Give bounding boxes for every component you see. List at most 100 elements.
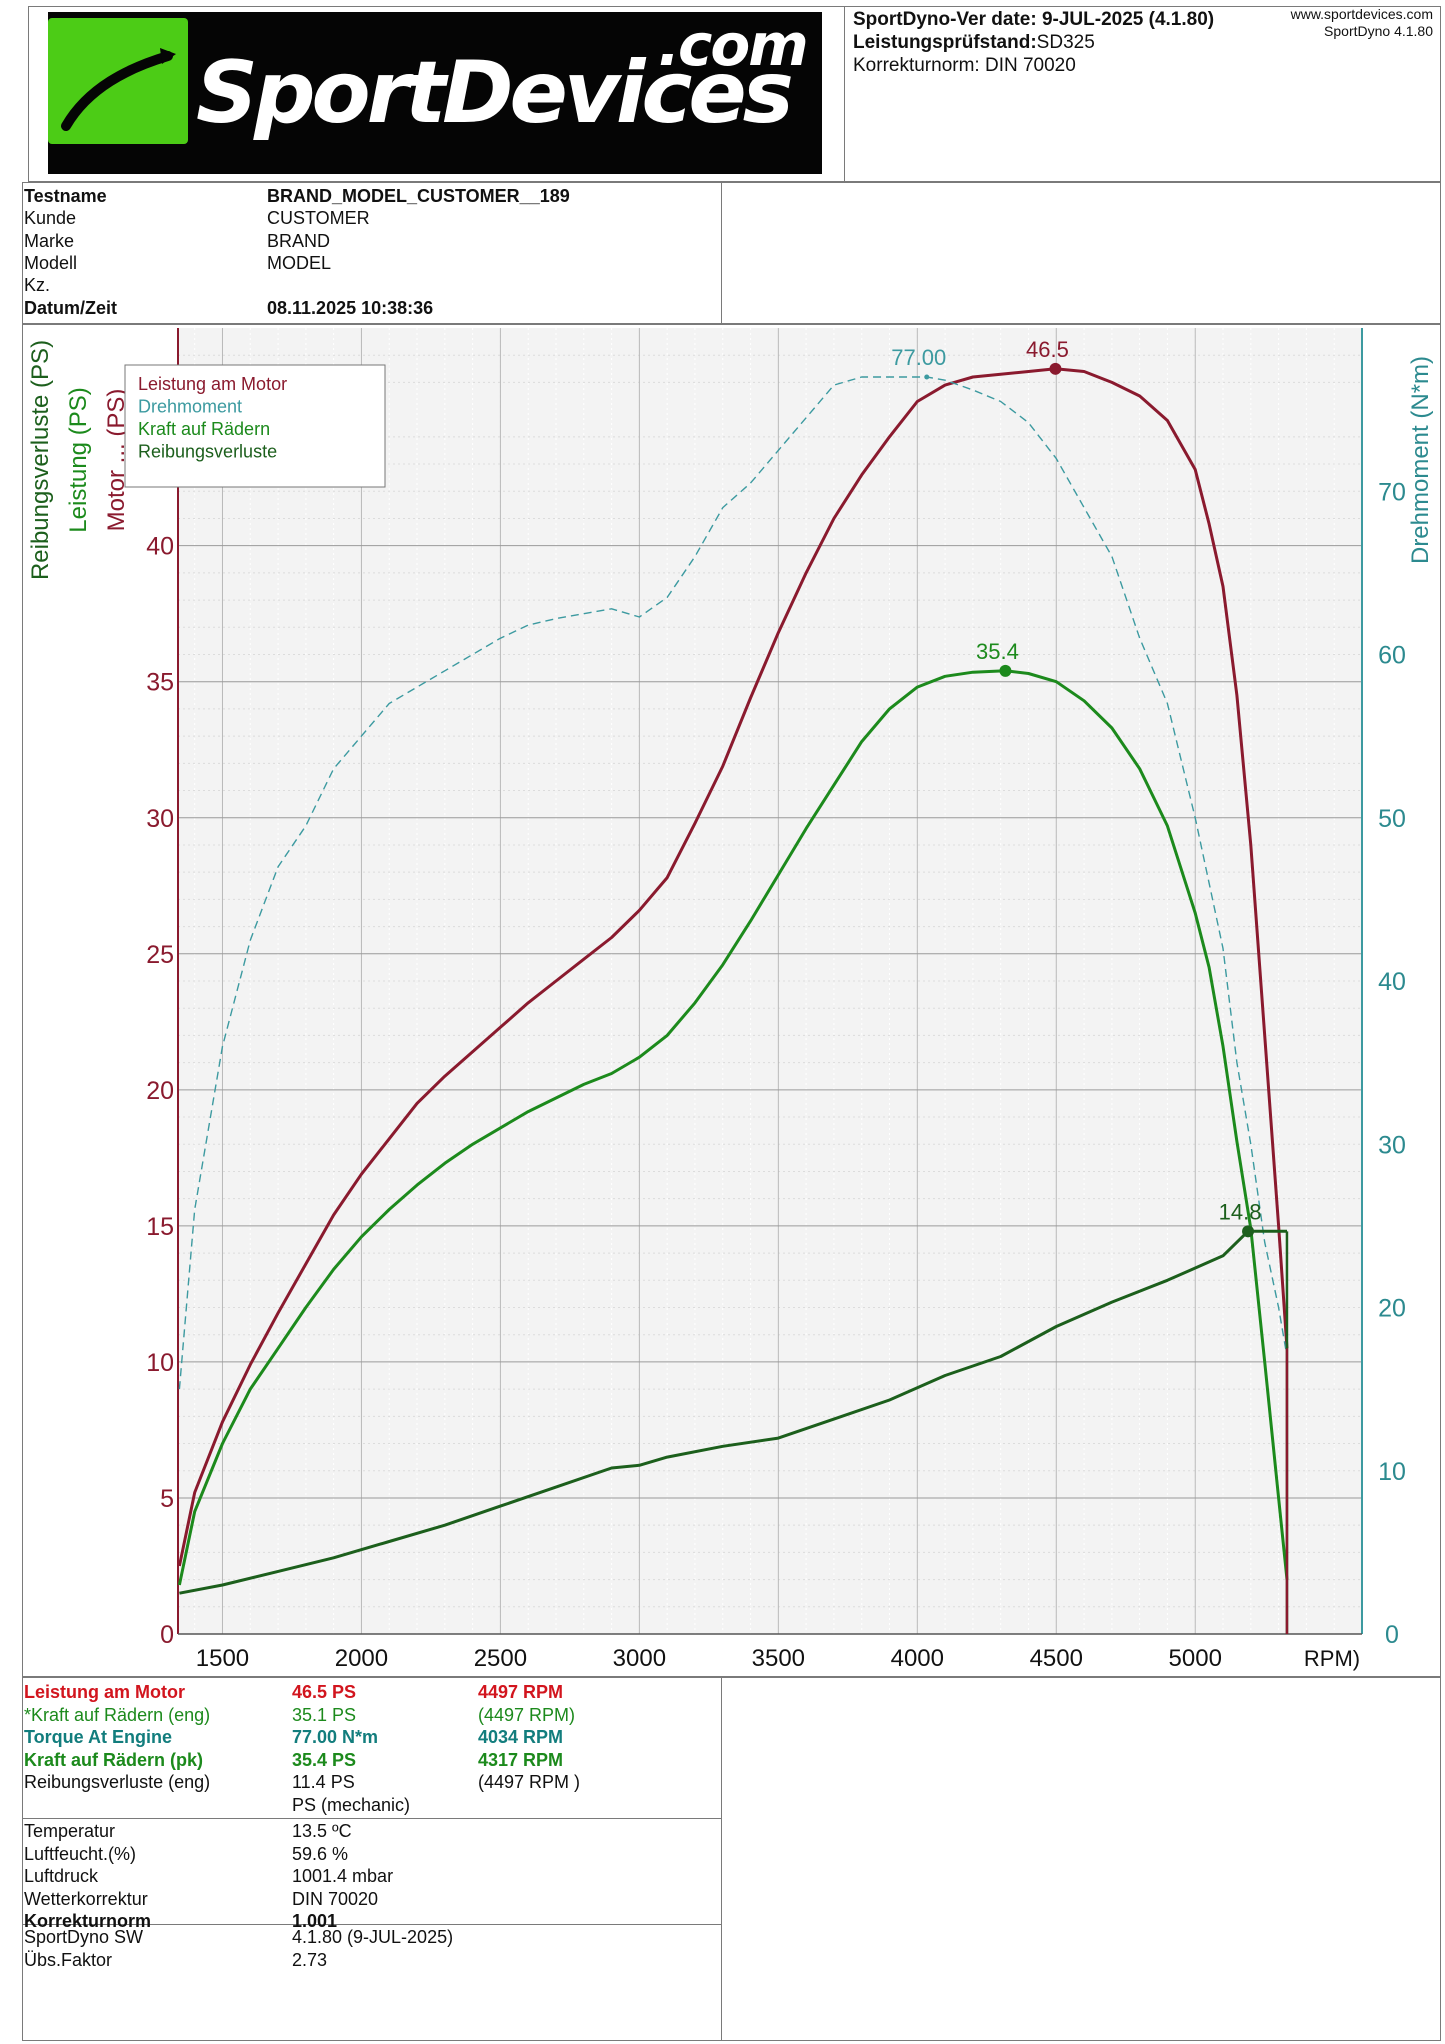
result-label: Kraft auf Rädern (pk)	[24, 1749, 204, 1770]
x-axis-label: RPM)	[1304, 1646, 1360, 1671]
legend-entry: Drehmoment	[138, 397, 242, 417]
y-left-tick-label: 25	[146, 941, 174, 969]
condition-label: Luftfeucht.(%)	[24, 1843, 137, 1864]
y-right-axis-title: Drehmoment (N*m)	[1407, 356, 1434, 564]
y-right-tick-label: 10	[1378, 1458, 1406, 1486]
peak-marker	[924, 374, 930, 380]
test-info-label: Kunde	[24, 208, 77, 229]
condition-value: 1001.4 mbar	[292, 1866, 394, 1886]
x-tick-label: 3000	[613, 1645, 666, 1672]
software-label: SportDyno SW	[24, 1927, 144, 1947]
condition-label: Temperatur	[24, 1821, 116, 1841]
condition-label: Korrekturnorm	[24, 1911, 152, 1931]
results-sep-1	[22, 1818, 722, 1819]
software-version: SportDyno 4.1.80	[1324, 23, 1433, 39]
y-left-tick-label: 5	[160, 1485, 174, 1513]
bench-label: Leistungsprüfstand:	[853, 32, 1037, 53]
y-right-tick-label: 50	[1378, 805, 1406, 833]
header-divider	[844, 6, 845, 182]
result-rpm: (4497 RPM )	[478, 1772, 581, 1792]
series-line-kraft-auf-r-dern	[177, 669, 1289, 1586]
test-info-value: MODEL	[267, 252, 332, 273]
legend-entry: Kraft auf Rädern	[138, 419, 270, 439]
y-right-tick-label: 0	[1385, 1621, 1399, 1649]
condition-label: Luftdruck	[24, 1866, 99, 1886]
peak-marker	[1242, 1225, 1255, 1238]
result-value: 35.4 PS	[292, 1749, 357, 1770]
bench-line: Leistungsprüfstand:SD325	[853, 31, 1214, 54]
logo-mark	[48, 18, 188, 144]
result-value: 11.4 PS	[292, 1772, 355, 1792]
results-frame	[22, 1677, 1441, 2041]
version-label: SportDyno-Ver date: 9-JUL-2025 (4.1.80)	[853, 9, 1215, 30]
result-label: Leistung am Motor	[24, 1682, 185, 1702]
logo-swoosh-icon	[61, 48, 176, 131]
test-info-value: BRAND	[267, 230, 331, 251]
test-info-label: Testname	[24, 186, 107, 206]
legend-entry: Leistung am Motor	[138, 374, 287, 394]
software-value: 4.1.80 (9-JUL-2025)	[292, 1927, 454, 1947]
series-line-leistung-am-motor	[177, 367, 1289, 1567]
result-rpm: 4497 RPM	[478, 1682, 564, 1702]
series-line-drehmoment	[178, 376, 1288, 1390]
y-left-tick-label: 0	[160, 1621, 174, 1649]
peak-label: 46.5	[1026, 337, 1069, 362]
y-right-tick-label: 40	[1378, 968, 1406, 996]
y-left-tick-label: 20	[146, 1077, 174, 1105]
condition-value: DIN 70020	[292, 1888, 379, 1909]
chart-frame	[22, 324, 1441, 1677]
x-tick-label: 4000	[891, 1645, 944, 1672]
legend-box	[124, 364, 386, 488]
results-sep-2	[22, 1924, 722, 1925]
result-rpm: (4497 RPM)	[478, 1704, 576, 1725]
bench-value: SD325	[1036, 32, 1095, 53]
result-label: Torque At Engine	[24, 1727, 172, 1747]
test-info-divider	[721, 182, 722, 324]
y-right-tick-label: 20	[1378, 1295, 1406, 1323]
test-info-label: Datum/Zeit	[24, 297, 118, 318]
norm-line: Korrekturnorm: DIN 70020	[853, 55, 1076, 76]
test-info-label: Modell	[24, 252, 78, 273]
test-info-value: CUSTOMER	[267, 208, 370, 229]
test-info-value: 08.11.2025 10:38:36	[267, 297, 434, 318]
website-link[interactable]: www.sportdevices.com	[1290, 6, 1433, 22]
result-rpm: 4034 RPM	[478, 1727, 564, 1747]
result-value: 35.1 PS	[292, 1704, 357, 1725]
sportdevices-logo: .com SportDevices	[48, 12, 822, 174]
condition-label: Wetterkorrektur	[24, 1888, 148, 1909]
y-left-tick-label: 15	[146, 1213, 174, 1241]
results-divider	[721, 1677, 722, 2041]
peak-label: 35.4	[976, 639, 1019, 664]
header-frame	[28, 6, 1441, 182]
condition-value: 1.001	[292, 1911, 338, 1931]
website-info: www.sportdevices.com SportDyno 4.1.80	[1291, 6, 1433, 40]
result-label: Reibungsverluste (eng)	[24, 1772, 211, 1792]
software-label: Übs.Faktor	[24, 1949, 113, 1970]
x-tick-label: 4500	[1030, 1645, 1083, 1672]
logo-com-text: .com	[658, 11, 809, 79]
condition-value: 59.6 %	[292, 1843, 349, 1864]
x-tick-label: 5000	[1169, 1645, 1222, 1672]
peak-marker	[1049, 362, 1062, 375]
header-info: SportDyno-Ver date: 9-JUL-2025 (4.1.80) …	[853, 8, 1214, 77]
y-left-tick-label: 10	[146, 1349, 174, 1377]
result-value: 46.5 PS	[292, 1682, 357, 1702]
x-tick-label: 2000	[335, 1645, 388, 1672]
y-left-tick-label: 40	[146, 533, 174, 561]
result-label: *Kraft auf Rädern (eng)	[24, 1704, 211, 1725]
x-tick-label: 2500	[474, 1645, 527, 1672]
y-right-tick-label: 70	[1378, 478, 1406, 506]
series-line-reibungsverluste	[179, 1229, 1287, 1595]
x-tick-label: 3500	[752, 1645, 805, 1672]
test-info-label: Kz.	[24, 275, 51, 296]
result-value: 77.00 N*m	[292, 1727, 379, 1747]
legend-entry: Reibungsverluste	[138, 442, 277, 462]
y-right-tick-label: 60	[1378, 642, 1406, 670]
x-tick-label: 1500	[196, 1645, 249, 1672]
peak-marker	[999, 664, 1012, 677]
y-left-axis-title: Leistung (PS)	[65, 387, 92, 532]
result-value: PS (mechanic)	[292, 1794, 411, 1815]
y-right-tick-label: 30	[1378, 1131, 1406, 1159]
peak-label: 77.00	[891, 345, 946, 370]
test-info-label: Marke	[24, 230, 75, 251]
